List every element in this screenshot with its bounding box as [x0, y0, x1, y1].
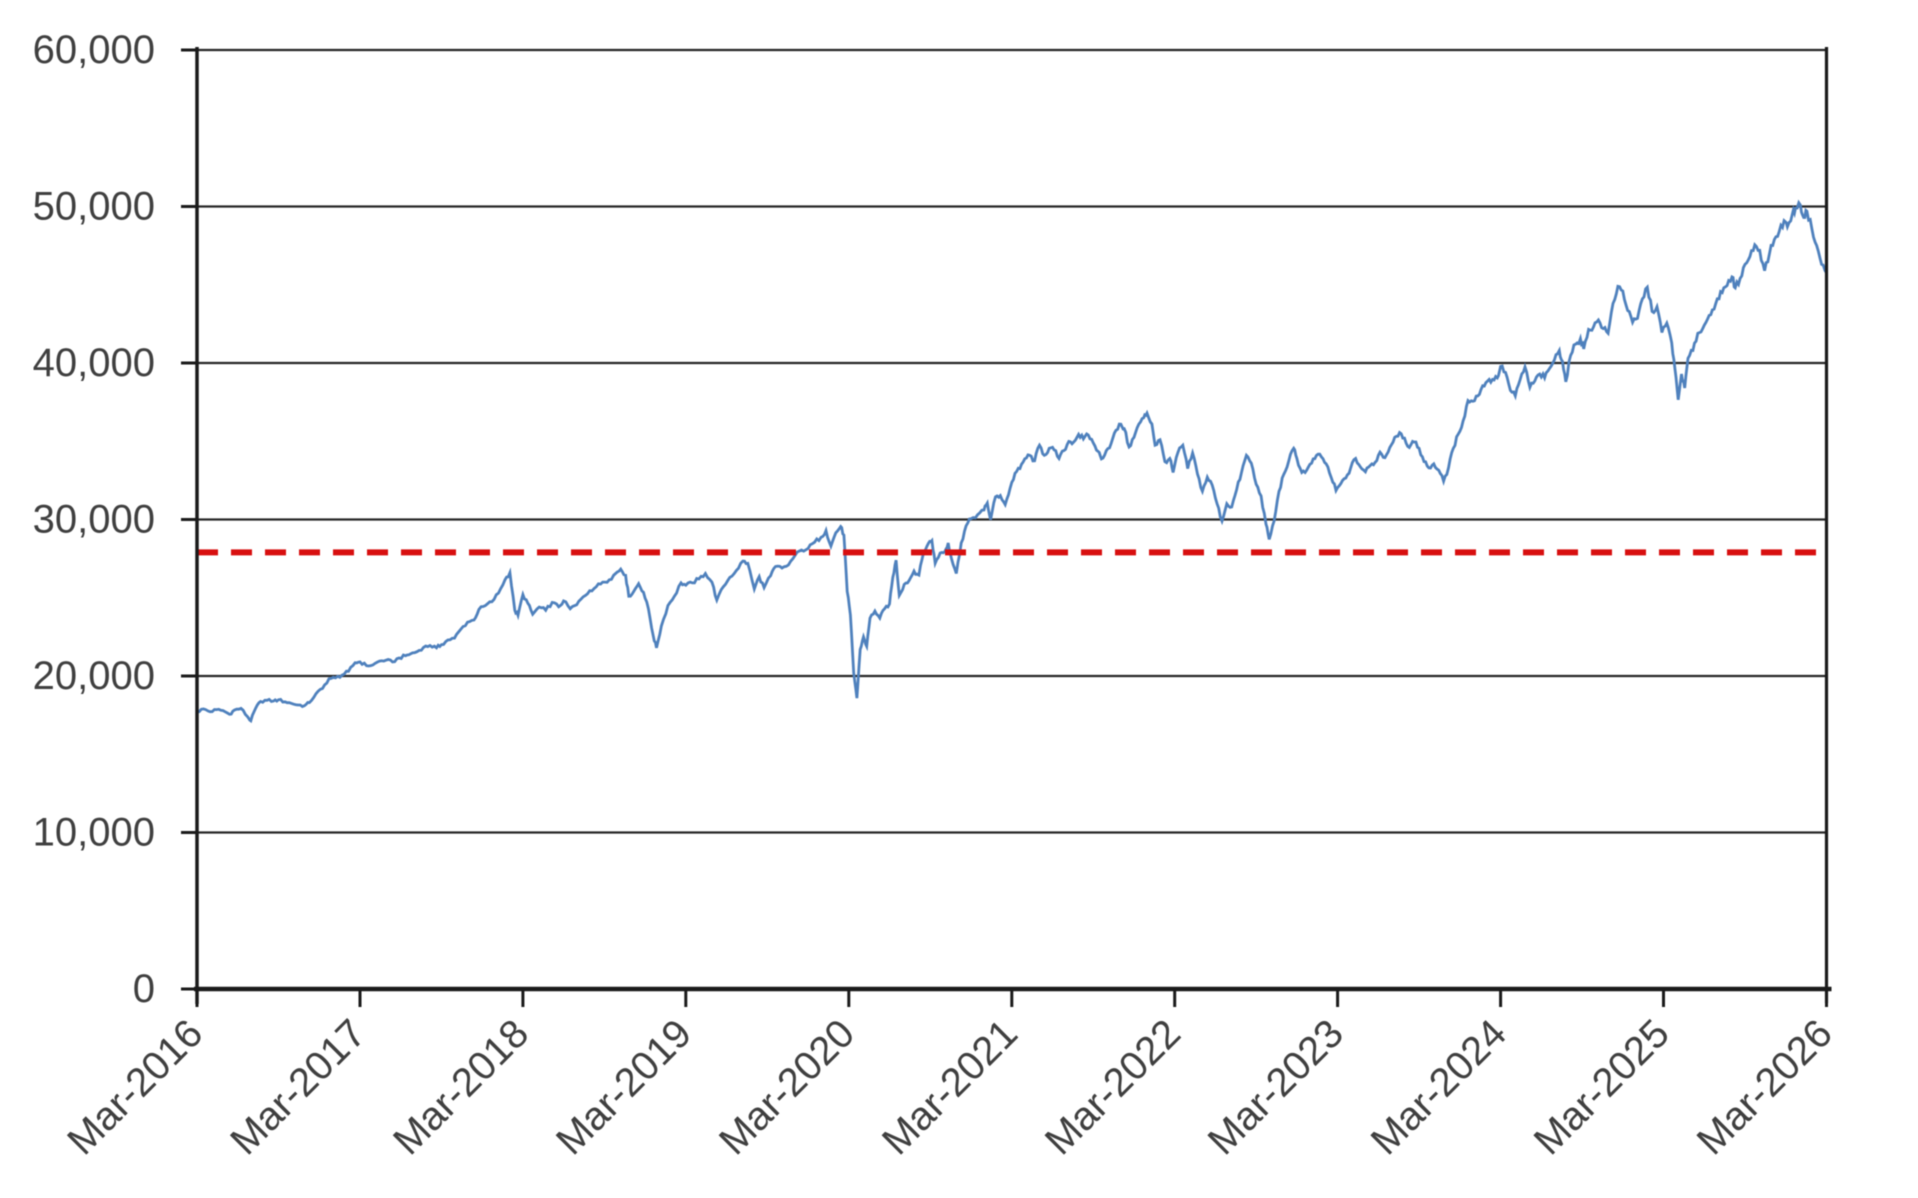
x-tick-label: Mar-2021	[874, 1011, 1026, 1163]
x-tick-label: Mar-2016	[59, 1011, 211, 1163]
y-tick-label: 50,000	[33, 185, 155, 229]
price-line	[196, 199, 1828, 724]
x-tick-label: Mar-2025	[1526, 1011, 1678, 1163]
y-tick-label: 60,000	[33, 28, 155, 72]
x-tick-label: Mar-2018	[385, 1011, 537, 1163]
axes	[194, 47, 1832, 1004]
x-tick-label: Mar-2023	[1200, 1011, 1352, 1163]
x-tick-label: Mar-2026	[1689, 1011, 1841, 1163]
y-axis: 0 10,000 20,000 30,000 40,000 50,000 60,000	[33, 28, 197, 1011]
y-tick-label: 30,000	[33, 498, 155, 542]
y-tick-label: 10,000	[33, 811, 155, 855]
y-tick-label: 0	[133, 967, 155, 1011]
x-tick-label: Mar-2020	[711, 1011, 863, 1163]
gridlines	[197, 48, 1827, 834]
y-tick-label: 20,000	[33, 654, 155, 698]
x-tick-label: Mar-2017	[222, 1011, 374, 1163]
x-tick-label: Mar-2019	[548, 1011, 700, 1163]
x-tick-label: Mar-2022	[1037, 1011, 1189, 1163]
y-tick-label: 40,000	[33, 341, 155, 385]
x-axis: Mar-2016 Mar-2017 Mar-2018 Mar-2019 Mar-2020…	[59, 989, 1841, 1163]
x-tick-label: Mar-2024	[1363, 1011, 1515, 1163]
